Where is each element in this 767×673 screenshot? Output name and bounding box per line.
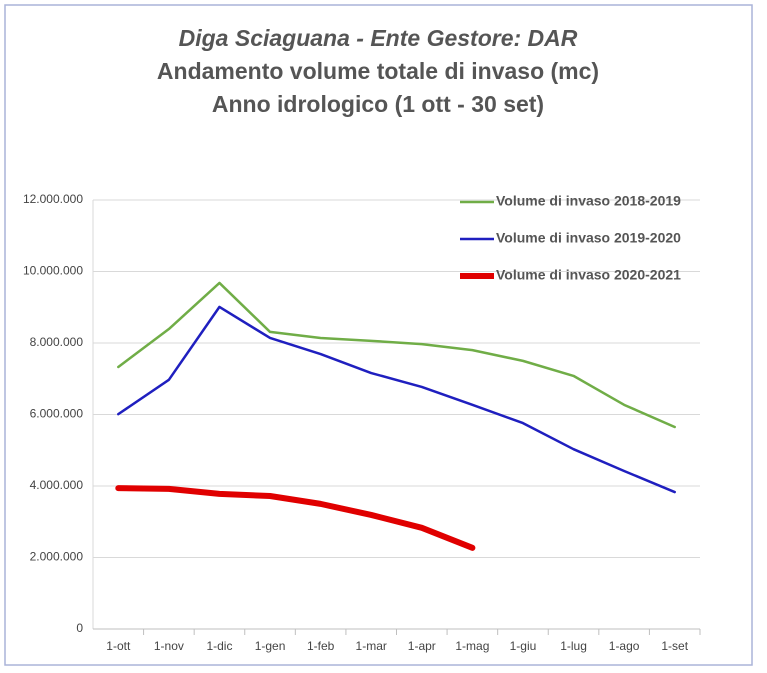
x-tick-label: 1-giu xyxy=(510,639,537,653)
y-tick-label: 10.000.000 xyxy=(23,264,83,278)
x-tick-label: 1-feb xyxy=(307,639,335,653)
chart-title: Anno idrologico (1 ott - 30 set) xyxy=(212,91,544,117)
x-tick-label: 1-ott xyxy=(106,639,131,653)
y-tick-label: 8.000.000 xyxy=(30,335,84,349)
y-tick-label: 4.000.000 xyxy=(30,478,84,492)
legend-label: Volume di invaso 2018-2019 xyxy=(496,193,681,209)
series-line xyxy=(115,485,476,551)
x-tick-label: 1-apr xyxy=(408,639,436,653)
y-tick-label: 6.000.000 xyxy=(30,407,84,421)
x-tick-label: 1-gen xyxy=(255,639,286,653)
chart-frame xyxy=(4,4,753,666)
x-tick-label: 1-lug xyxy=(560,639,587,653)
chart-title: Andamento volume totale di invaso (mc) xyxy=(157,58,599,84)
legend-label: Volume di invaso 2019-2020 xyxy=(496,230,681,246)
chart-title: Diga Sciaguana - Ente Gestore: DAR xyxy=(179,25,578,51)
y-tick-label: 2.000.000 xyxy=(30,550,84,564)
series-line xyxy=(117,281,676,429)
x-tick-label: 1-set xyxy=(661,639,688,653)
legend-label: Volume di invaso 2020-2021 xyxy=(496,267,681,283)
x-tick-label: 1-mag xyxy=(455,639,489,653)
y-tick-label: 0 xyxy=(76,621,83,635)
x-tick-label: 1-dic xyxy=(206,639,232,653)
x-tick-label: 1-ago xyxy=(609,639,640,653)
series-line xyxy=(117,305,676,494)
y-tick-label: 12.000.000 xyxy=(23,192,83,206)
x-tick-label: 1-nov xyxy=(154,639,184,653)
x-tick-label: 1-mar xyxy=(356,639,387,653)
